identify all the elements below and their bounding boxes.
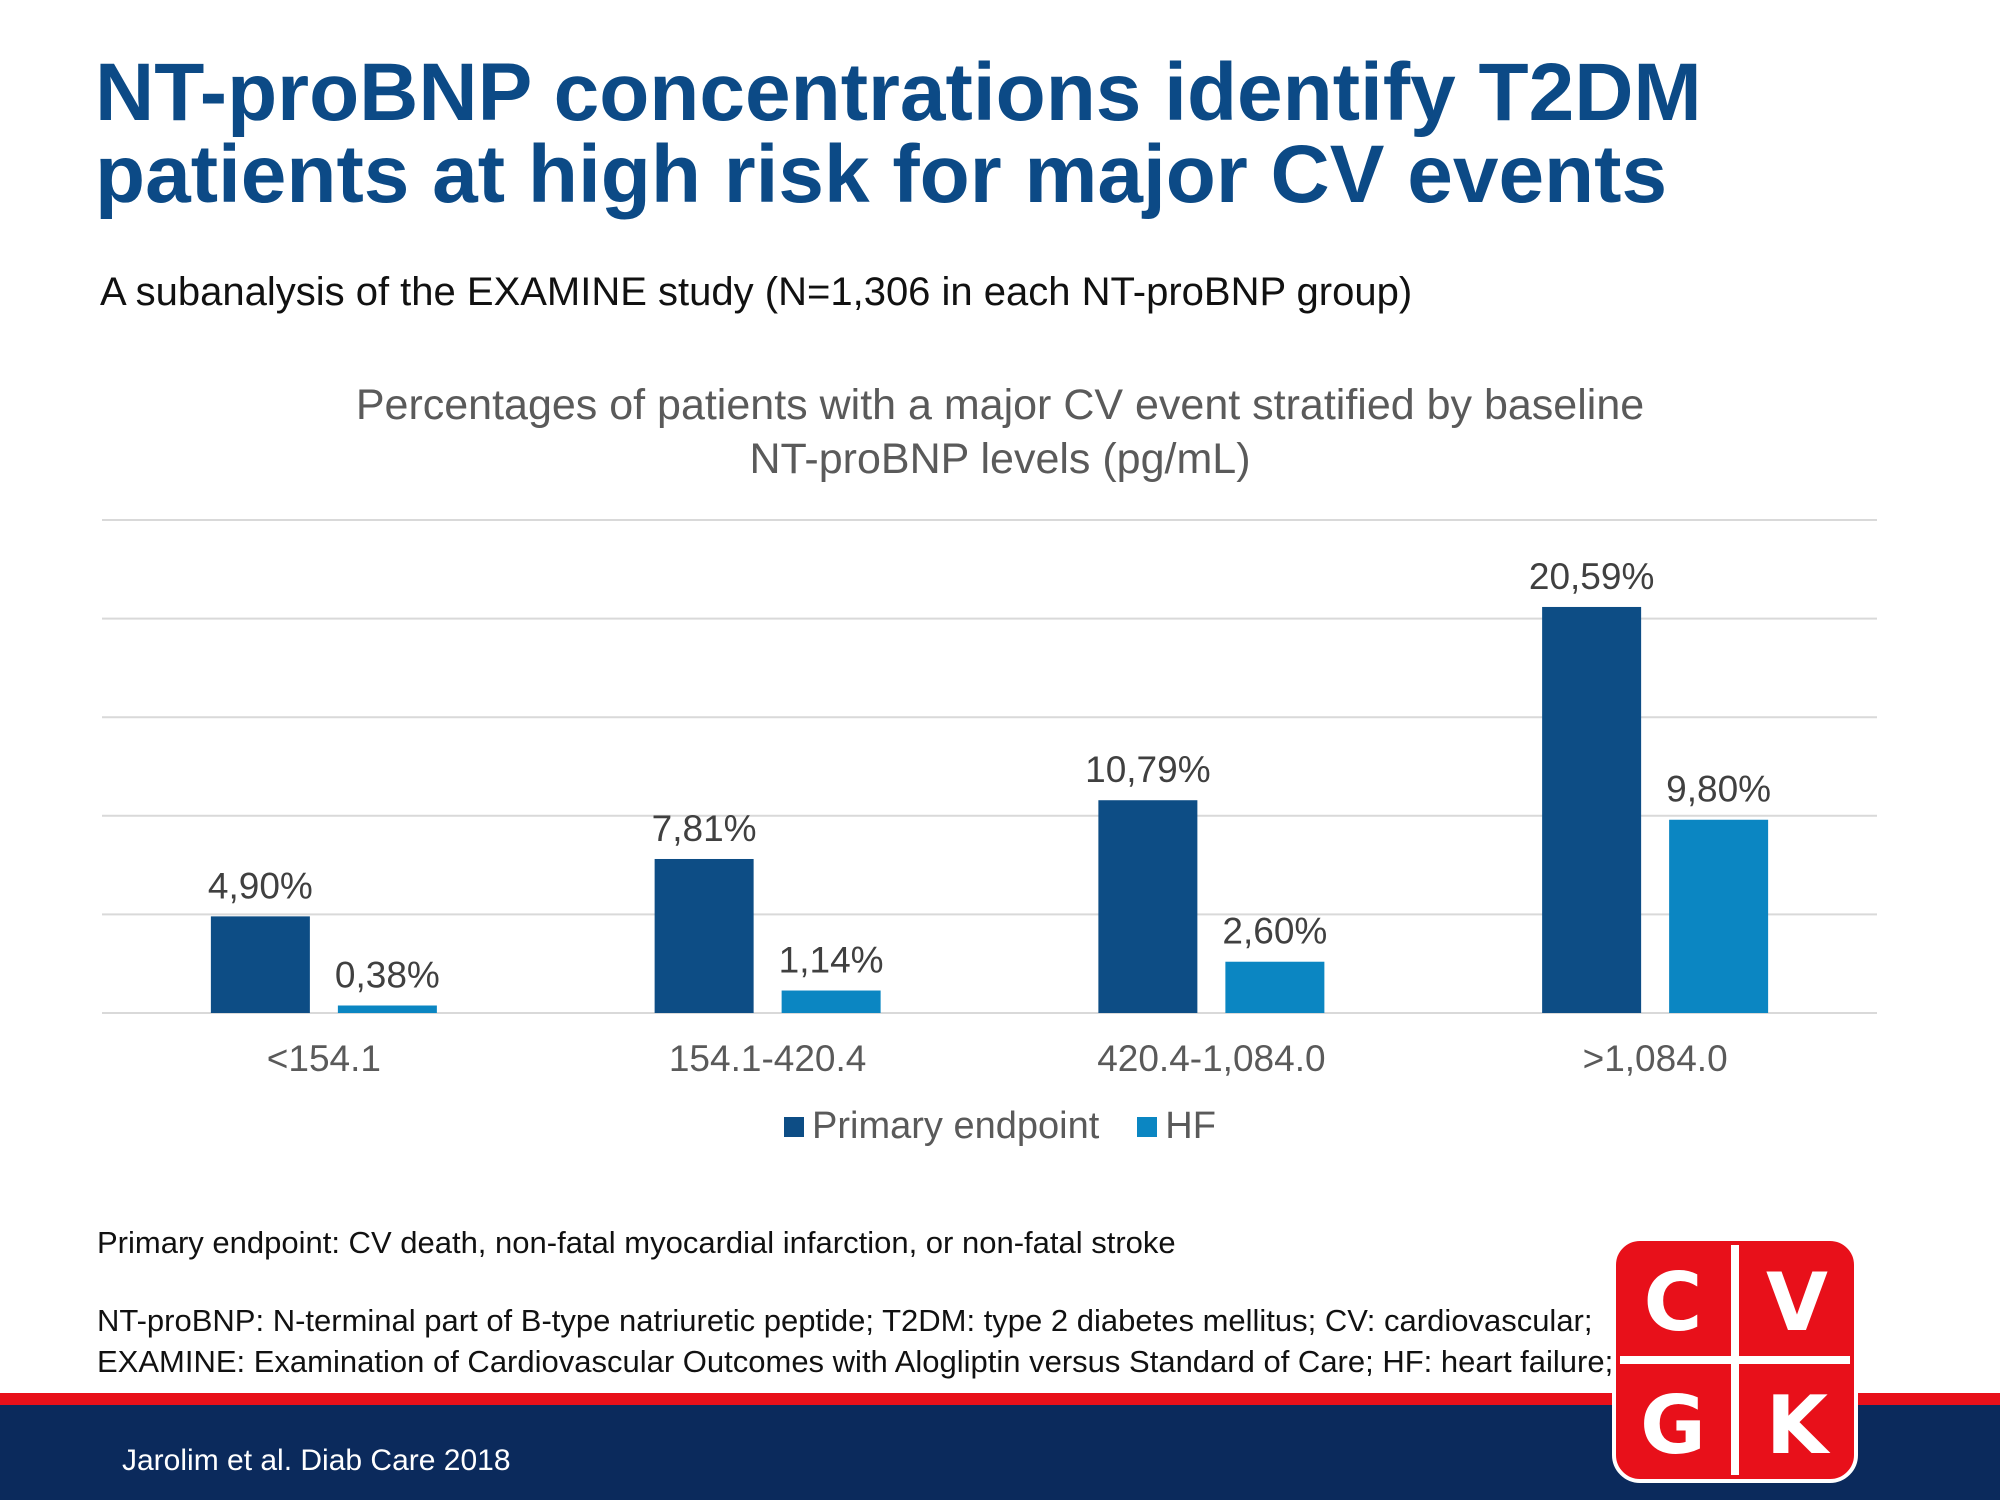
- chart-bars: [210, 606, 1769, 1013]
- legend-label-hf: HF: [1165, 1105, 1216, 1147]
- data-label-primary-endpoint-4: 20,59%: [1529, 556, 1655, 597]
- slide-title: NT-proBNP concentrations identify T2DM p…: [95, 52, 1895, 216]
- legend-label-primary-endpoint: Primary endpoint: [812, 1105, 1100, 1147]
- data-label-hf-1: 0,38%: [335, 955, 440, 996]
- slide-title-line-1: NT-proBNP concentrations identify T2DM: [95, 47, 1702, 138]
- x-tick-label-4: >1,084.0: [1583, 1038, 1728, 1079]
- chart-title-line-1: Percentages of patients with a major CV …: [355, 381, 1645, 429]
- x-tick-label-1: <154.1: [267, 1038, 381, 1079]
- data-label-hf-3: 2,60%: [1222, 911, 1327, 952]
- data-label-hf-4: 9,80%: [1666, 769, 1771, 810]
- legend-swatch-primary-endpoint: [784, 1116, 805, 1137]
- bar-hf-1: [337, 1005, 437, 1013]
- x-tick-label-3: 420.4-1,084.0: [1097, 1038, 1325, 1079]
- citation: Jarolim et al. Diab Care 2018: [122, 1444, 511, 1477]
- chart-x-tick-labels: <154.1 154.1-420.4 420.4-1,084.0 >1,084.0: [267, 1038, 1728, 1079]
- logo-letter-k: K: [1766, 1379, 1831, 1472]
- logo-letter-v: V: [1766, 1256, 1828, 1349]
- chart-title-line-2: NT-proBNP levels (pg/mL): [749, 435, 1251, 483]
- data-label-primary-endpoint-1: 4,90%: [208, 865, 313, 906]
- logo-letter-g: G: [1640, 1379, 1706, 1472]
- slide-title-line-2: patients at high risk for major CV event…: [95, 129, 1668, 220]
- bar-hf-4: [1669, 819, 1769, 1013]
- chart-legend: Primary endpoint HF: [0, 1105, 2000, 1148]
- chart-title: Percentages of patients with a major CV …: [200, 378, 1800, 486]
- data-label-primary-endpoint-3: 10,79%: [1085, 749, 1211, 790]
- data-label-hf-2: 1,14%: [779, 940, 884, 981]
- chart-data-labels: 4,90% 0,38% 7,81% 1,14% 10,79% 2,60% 20,59% 9,8…: [208, 556, 1771, 996]
- bar-hf-2: [781, 990, 881, 1013]
- bar-hf-3: [1225, 961, 1325, 1013]
- data-label-primary-endpoint-2: 7,81%: [652, 808, 757, 849]
- legend-swatch-hf: [1137, 1116, 1158, 1137]
- logo-letter-c: C: [1644, 1256, 1703, 1349]
- bar-chart: 4,90% 0,38% 7,81% 1,14% 10,79% 2,60% 20,59% 9,8…: [102, 519, 1877, 1079]
- x-tick-label-2: 154.1-420.4: [669, 1038, 867, 1079]
- bar-primary-endpoint-1: [210, 916, 310, 1013]
- bar-primary-endpoint-2: [654, 858, 754, 1013]
- footnote-abbreviations: NT-proBNP: N-terminal part of B-type nat…: [97, 1300, 1613, 1382]
- subtitle: A subanalysis of the EXAMINE study (N=1,…: [100, 270, 1413, 314]
- footnote-abbreviations-line-2: EXAMINE: Examination of Cardiovascular O…: [97, 1344, 1614, 1379]
- bar-primary-endpoint-3: [1098, 800, 1198, 1013]
- legend-item-hf: HF: [1137, 1105, 1216, 1148]
- bar-primary-endpoint-4: [1542, 606, 1642, 1013]
- footnote-primary-endpoint: Primary endpoint: CV death, non-fatal my…: [97, 1225, 1176, 1260]
- legend-item-primary-endpoint: Primary endpoint: [784, 1105, 1099, 1148]
- cvgk-logo: C V G K: [1612, 1237, 1858, 1483]
- footnote-abbreviations-line-1: NT-proBNP: N-terminal part of B-type nat…: [97, 1303, 1593, 1338]
- footer-red-stripe: [0, 1393, 2000, 1405]
